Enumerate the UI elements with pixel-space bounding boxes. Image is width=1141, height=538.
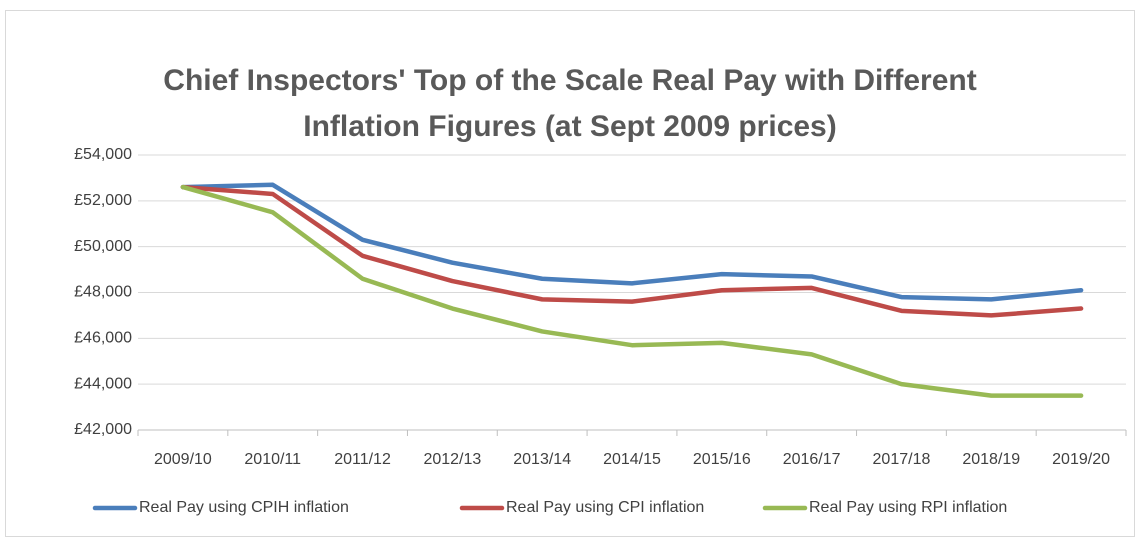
x-tick-label: 2017/18 [873, 451, 931, 468]
y-tick-label: £44,000 [74, 375, 132, 392]
x-tick-label: 2012/13 [423, 451, 481, 468]
x-tick-label: 2009/10 [154, 451, 212, 468]
x-tick-label: 2016/17 [783, 451, 841, 468]
y-tick-label: £42,000 [74, 421, 132, 438]
legend-label: Real Pay using RPI inflation [809, 499, 1007, 516]
x-tick-label: 2011/12 [334, 451, 391, 468]
legend-label: Real Pay using CPIH inflation [139, 499, 349, 516]
y-tick-label: £50,000 [74, 238, 132, 255]
x-tick-label: 2014/15 [603, 451, 661, 468]
x-tick-label: 2013/14 [513, 451, 571, 468]
x-tick-label: 2010/11 [244, 451, 301, 468]
series-line [180, 182, 1084, 302]
y-tick-label: £46,000 [74, 330, 132, 347]
chart-title: Chief Inspectors' Top of the Scale Real … [163, 64, 977, 143]
x-tick-label: 2015/16 [693, 451, 751, 468]
y-tick-label: £52,000 [74, 192, 132, 209]
y-tick-label: £48,000 [74, 284, 132, 301]
legend-label: Real Pay using CPI inflation [506, 499, 704, 516]
series-line [180, 184, 1084, 318]
y-tick-label: £54,000 [74, 146, 132, 163]
series-line [180, 184, 1084, 398]
x-tick-label: 2019/20 [1052, 451, 1110, 468]
x-tick-label: 2018/19 [962, 451, 1020, 468]
chart-frame [5, 10, 1135, 537]
